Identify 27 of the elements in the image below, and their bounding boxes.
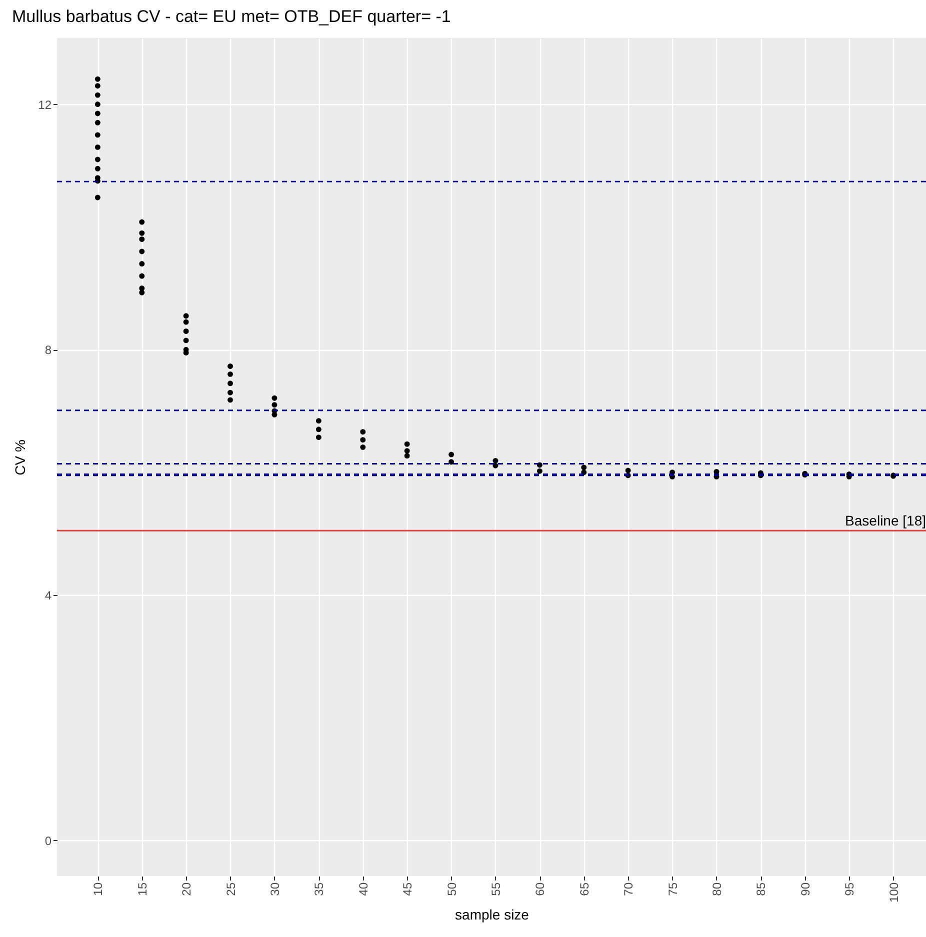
x-tick-label: 55 bbox=[488, 882, 503, 896]
x-tick-label: 65 bbox=[577, 882, 592, 896]
x-tick-label: 60 bbox=[533, 882, 548, 896]
x-tick-label: 30 bbox=[268, 882, 282, 896]
chart-title: Mullus barbatus CV - cat= EU met= OTB_DEF quarter= -1 bbox=[12, 7, 451, 26]
ref-line-label: Baseline [18] bbox=[845, 512, 926, 529]
x-tick-label: 75 bbox=[666, 882, 680, 896]
x-tick-label: 45 bbox=[400, 882, 415, 896]
y-tick-label: 8 bbox=[44, 343, 52, 358]
x-tick-label: 85 bbox=[754, 882, 768, 896]
x-tick-label: 70 bbox=[622, 882, 636, 896]
x-tick-label: 40 bbox=[356, 882, 370, 896]
y-tick-label: 0 bbox=[44, 834, 52, 848]
y-axis-title: CV % bbox=[12, 440, 28, 476]
x-tick-label: 25 bbox=[224, 882, 238, 896]
x-tick-label: 100 bbox=[886, 882, 901, 903]
x-tick-label: 10 bbox=[91, 882, 106, 896]
x-tick-label: 20 bbox=[180, 882, 194, 896]
x-tick-label: 95 bbox=[842, 882, 857, 896]
x-tick-label: 15 bbox=[135, 882, 150, 896]
x-tick-label: 35 bbox=[312, 882, 326, 896]
y-tick-label: 12 bbox=[38, 98, 52, 112]
x-tick-label: 90 bbox=[798, 882, 812, 896]
x-axis-title: sample size bbox=[455, 906, 530, 923]
y-tick-label: 4 bbox=[44, 588, 52, 603]
x-tick-label: 80 bbox=[710, 882, 724, 896]
x-tick-label: 50 bbox=[444, 882, 459, 896]
